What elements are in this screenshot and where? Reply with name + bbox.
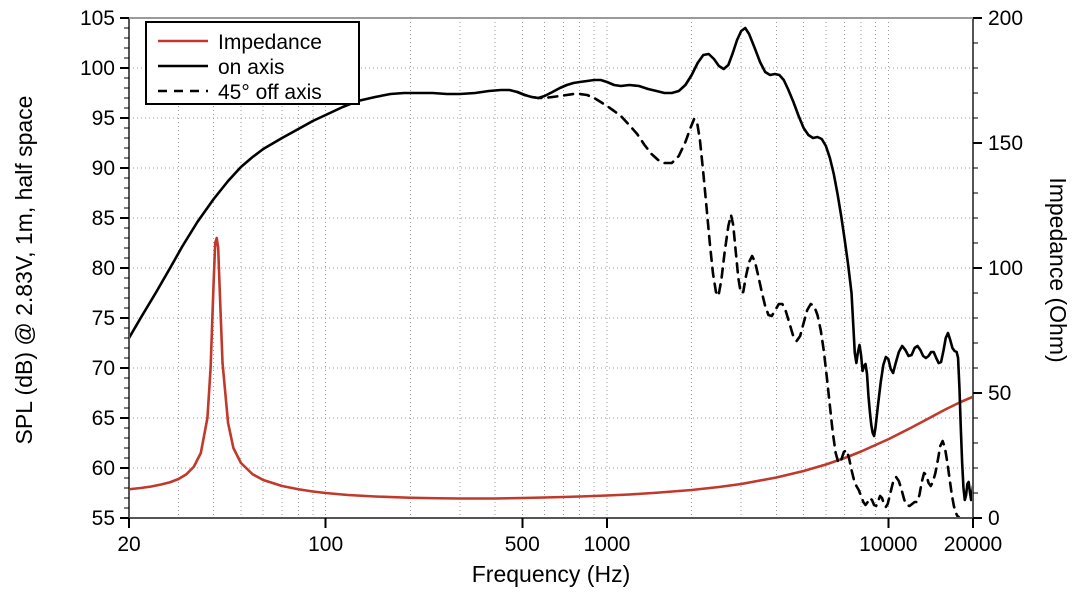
x-tick-label: 1000 <box>584 533 631 556</box>
y2-axis-title: Impedance (Ohm) <box>1045 177 1071 362</box>
series-line-1 <box>129 236 973 500</box>
y-tick-label: 105 <box>80 7 115 30</box>
x-tick-label: 20000 <box>944 533 1002 556</box>
x-tick-label: 10000 <box>859 533 917 556</box>
grid-lines <box>128 18 974 518</box>
x-tick-label: 500 <box>505 533 540 556</box>
x-tick-label: 20 <box>117 533 140 556</box>
y-tick-label: 100 <box>80 57 115 80</box>
legend-label-1: Impedance <box>218 31 322 54</box>
tick-labels-layer: 55 60 65 70 75 80 85 90 95 100 105 0 50 100 150 200 20 10… <box>80 7 1023 556</box>
y-tick-label: 60 <box>92 457 115 480</box>
x-axis-title: Frequency (Hz) <box>472 561 630 587</box>
y2-tick-label: 0 <box>988 507 1000 530</box>
data-series-layer <box>129 26 973 518</box>
axes-layer <box>120 17 982 528</box>
y2-tick-label: 200 <box>988 7 1023 30</box>
y-tick-label: 55 <box>92 507 115 530</box>
series-line-3 <box>516 90 961 518</box>
y-tick-label: 70 <box>92 357 115 380</box>
y-tick-label: 90 <box>92 157 115 180</box>
y-axis-title: SPL (dB) @ 2.83V, 1m, half space <box>11 96 37 445</box>
y2-tick-label: 100 <box>988 257 1023 280</box>
y-tick-label: 75 <box>92 307 115 330</box>
y-tick-label: 95 <box>92 107 115 130</box>
series-line-2 <box>129 26 973 502</box>
legend-label-2: on axis <box>218 56 285 79</box>
y-tick-label: 80 <box>92 257 115 280</box>
y2-tick-label: 150 <box>988 132 1023 155</box>
y2-tick-label: 50 <box>988 382 1011 405</box>
x-tick-label: 100 <box>308 533 343 556</box>
y-tick-label: 65 <box>92 407 115 430</box>
y-tick-label: 85 <box>92 207 115 230</box>
legend-label-3: 45° off axis <box>218 81 322 104</box>
